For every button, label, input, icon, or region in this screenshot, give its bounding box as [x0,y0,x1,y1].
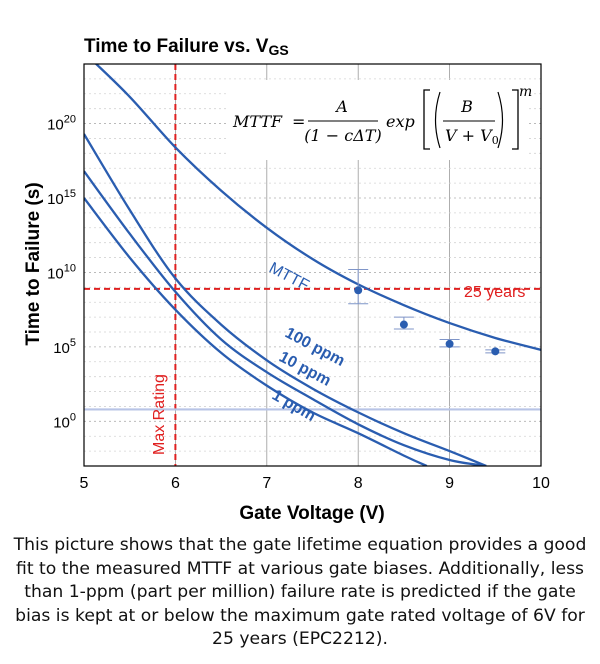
x-tick-label-9: 9 [445,475,454,492]
label-1ppm: 1 ppm [269,387,318,425]
chart: Time to Failure vs. VGS 5 6 7 8 9 10100105101… [23,36,550,524]
y-axis-label: Time to Failure (s) [23,182,44,345]
x-axis-label: Gate Voltage (V) [239,503,384,524]
formula-inner-denominator-main: V + V [445,126,493,145]
label-max-rating: Max Rating [151,374,168,455]
plot-frame [83,63,542,467]
data-point-3 [491,347,500,356]
formula-lhs: MTTF [232,112,283,131]
data-point-0 [354,286,363,295]
data-point-1 [399,320,408,329]
formula-bracket-left [423,89,430,150]
formula: MTTF = A (1 − cΔT) exp B V + V0 m [228,80,532,160]
y-tick-label-15: 1015 [47,188,76,208]
formula-bracket-right [512,89,519,150]
formula-background [228,80,528,160]
formula-inner-numerator: B [460,97,473,116]
chart-title-subscript: GS [268,42,288,58]
chart-title: Time to Failure vs. VGS [84,36,289,58]
figure-caption: This picture shows that the gate lifetim… [13,535,587,649]
axis-ticks: 5 6 7 8 9 10 100 105 1010 1015 1020 [47,114,550,492]
x-tick-label-7: 7 [262,475,271,492]
curve-2 [84,170,487,466]
data-point-2 [445,339,454,348]
measured-points [348,268,506,356]
y-tick-label-20: 1020 [47,114,76,134]
y-tick-label-10: 1010 [47,262,76,282]
y-tick-label-5: 105 [53,337,76,357]
curve-0 [94,64,541,352]
formula-paren-left [434,91,441,149]
label-25-years: 25 years [464,284,525,301]
formula-denominator: (1 − cΔT) [304,126,381,145]
formula-exp: exp [386,112,415,131]
x-tick-label-8: 8 [354,475,363,492]
formula-inner-denominator: V + V0 [445,126,499,147]
x-tick-label-5: 5 [80,475,89,492]
formula-paren-right [497,91,504,149]
formula-numerator: A [334,97,348,116]
curve-3 [84,197,428,466]
x-tick-label-10: 10 [532,475,550,492]
reference-lines [84,64,541,466]
y-tick-label-0: 100 [53,411,76,431]
curve-1 [84,133,487,466]
formula-inner-denominator-sub: 0 [492,134,499,147]
chart-title-main: Time to Failure vs. V [84,36,269,57]
formula-equals: = [292,112,305,131]
curves [84,64,541,466]
x-tick-label-6: 6 [171,475,180,492]
formula-power: m [519,84,532,100]
